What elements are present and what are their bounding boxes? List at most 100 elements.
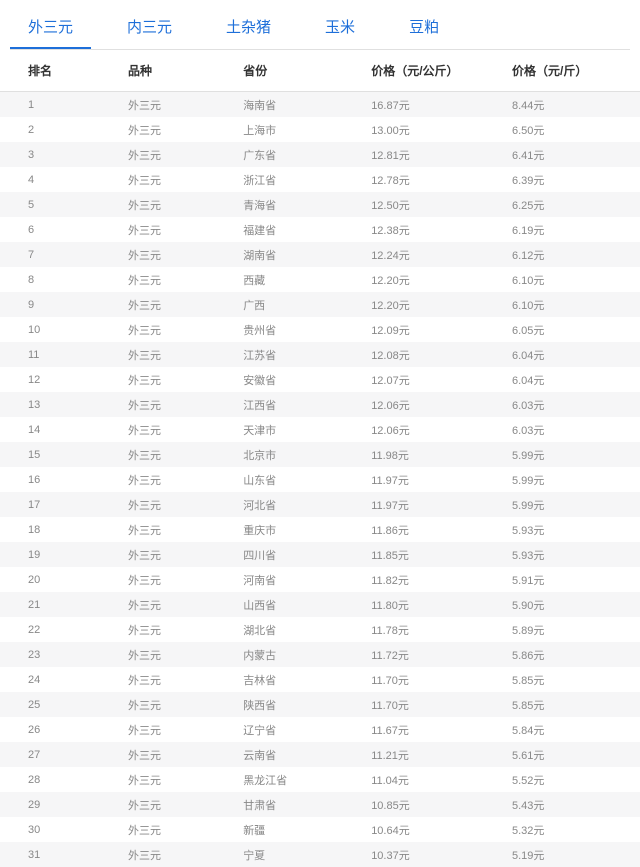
cell-price-jin: 5.32元 [512, 817, 640, 842]
cell-breed: 外三元 [128, 467, 243, 492]
cell-breed: 外三元 [128, 692, 243, 717]
cell-price-jin: 5.99元 [512, 467, 640, 492]
table-row: 24外三元吉林省11.70元5.85元 [0, 667, 640, 692]
cell-rank: 6 [0, 217, 128, 242]
cell-province: 湖南省 [243, 242, 371, 267]
cell-rank: 19 [0, 542, 128, 567]
cell-price-jin: 6.39元 [512, 167, 640, 192]
cell-breed: 外三元 [128, 292, 243, 317]
cell-province: 陕西省 [243, 692, 371, 717]
cell-breed: 外三元 [128, 617, 243, 642]
cell-breed: 外三元 [128, 192, 243, 217]
cell-breed: 外三元 [128, 342, 243, 367]
cell-province: 河南省 [243, 567, 371, 592]
cell-breed: 外三元 [128, 392, 243, 417]
cell-price-kg: 11.70元 [371, 692, 512, 717]
cell-price-jin: 5.85元 [512, 692, 640, 717]
cell-breed: 外三元 [128, 492, 243, 517]
table-row: 27外三元云南省11.21元5.61元 [0, 742, 640, 767]
cell-price-kg: 11.97元 [371, 467, 512, 492]
cell-price-kg: 12.50元 [371, 192, 512, 217]
cell-rank: 2 [0, 117, 128, 142]
cell-price-jin: 5.43元 [512, 792, 640, 817]
cell-price-kg: 11.80元 [371, 592, 512, 617]
cell-price-kg: 13.00元 [371, 117, 512, 142]
table-header-row: 排名 品种 省份 价格（元/公斤） 价格（元/斤） [0, 50, 640, 92]
tab-4[interactable]: 豆粕 [391, 8, 457, 49]
table-row: 4外三元浙江省12.78元6.39元 [0, 167, 640, 192]
tab-1[interactable]: 内三元 [109, 8, 190, 49]
tab-2[interactable]: 土杂猪 [208, 8, 289, 49]
cell-province: 青海省 [243, 192, 371, 217]
category-tabs: 外三元内三元土杂猪玉米豆粕 [10, 0, 630, 50]
cell-rank: 18 [0, 517, 128, 542]
cell-rank: 17 [0, 492, 128, 517]
cell-rank: 9 [0, 292, 128, 317]
cell-price-kg: 12.06元 [371, 392, 512, 417]
table-row: 15外三元北京市11.98元5.99元 [0, 442, 640, 467]
cell-province: 云南省 [243, 742, 371, 767]
table-row: 8外三元西藏12.20元6.10元 [0, 267, 640, 292]
cell-price-jin: 5.86元 [512, 642, 640, 667]
cell-price-jin: 5.91元 [512, 567, 640, 592]
cell-price-jin: 6.19元 [512, 217, 640, 242]
cell-breed: 外三元 [128, 167, 243, 192]
cell-breed: 外三元 [128, 667, 243, 692]
col-header-breed: 品种 [128, 50, 243, 92]
cell-breed: 外三元 [128, 792, 243, 817]
cell-rank: 31 [0, 842, 128, 867]
cell-price-jin: 6.12元 [512, 242, 640, 267]
table-row: 23外三元内蒙古11.72元5.86元 [0, 642, 640, 667]
price-table: 排名 品种 省份 价格（元/公斤） 价格（元/斤） 1外三元海南省16.87元8… [0, 50, 640, 867]
cell-price-jin: 6.05元 [512, 317, 640, 342]
cell-province: 河北省 [243, 492, 371, 517]
cell-price-kg: 10.37元 [371, 842, 512, 867]
cell-price-jin: 6.10元 [512, 292, 640, 317]
cell-price-kg: 11.04元 [371, 767, 512, 792]
cell-price-jin: 5.61元 [512, 742, 640, 767]
cell-province: 四川省 [243, 542, 371, 567]
cell-price-jin: 5.89元 [512, 617, 640, 642]
cell-breed: 外三元 [128, 592, 243, 617]
cell-price-kg: 12.09元 [371, 317, 512, 342]
cell-breed: 外三元 [128, 217, 243, 242]
cell-rank: 24 [0, 667, 128, 692]
cell-price-jin: 6.10元 [512, 267, 640, 292]
cell-province: 上海市 [243, 117, 371, 142]
cell-breed: 外三元 [128, 642, 243, 667]
cell-province: 新疆 [243, 817, 371, 842]
col-header-province: 省份 [243, 50, 371, 92]
cell-rank: 8 [0, 267, 128, 292]
cell-breed: 外三元 [128, 417, 243, 442]
cell-price-kg: 12.07元 [371, 367, 512, 392]
table-row: 18外三元重庆市11.86元5.93元 [0, 517, 640, 542]
cell-rank: 12 [0, 367, 128, 392]
cell-breed: 外三元 [128, 242, 243, 267]
col-header-price-kg: 价格（元/公斤） [371, 50, 512, 92]
cell-price-kg: 12.24元 [371, 242, 512, 267]
cell-breed: 外三元 [128, 767, 243, 792]
table-row: 19外三元四川省11.85元5.93元 [0, 542, 640, 567]
cell-price-jin: 5.85元 [512, 667, 640, 692]
cell-price-kg: 16.87元 [371, 92, 512, 118]
cell-price-jin: 5.99元 [512, 442, 640, 467]
cell-price-kg: 12.08元 [371, 342, 512, 367]
table-row: 6外三元福建省12.38元6.19元 [0, 217, 640, 242]
table-row: 28外三元黑龙江省11.04元5.52元 [0, 767, 640, 792]
tab-3[interactable]: 玉米 [307, 8, 373, 49]
tab-0[interactable]: 外三元 [10, 8, 91, 49]
cell-breed: 外三元 [128, 817, 243, 842]
cell-province: 安徽省 [243, 367, 371, 392]
table-row: 5外三元青海省12.50元6.25元 [0, 192, 640, 217]
cell-price-jin: 6.50元 [512, 117, 640, 142]
cell-rank: 30 [0, 817, 128, 842]
cell-province: 宁夏 [243, 842, 371, 867]
cell-rank: 15 [0, 442, 128, 467]
col-header-price-jin: 价格（元/斤） [512, 50, 640, 92]
cell-price-kg: 10.64元 [371, 817, 512, 842]
cell-price-jin: 6.03元 [512, 392, 640, 417]
cell-price-jin: 5.90元 [512, 592, 640, 617]
cell-rank: 16 [0, 467, 128, 492]
cell-price-jin: 5.19元 [512, 842, 640, 867]
cell-price-jin: 5.84元 [512, 717, 640, 742]
